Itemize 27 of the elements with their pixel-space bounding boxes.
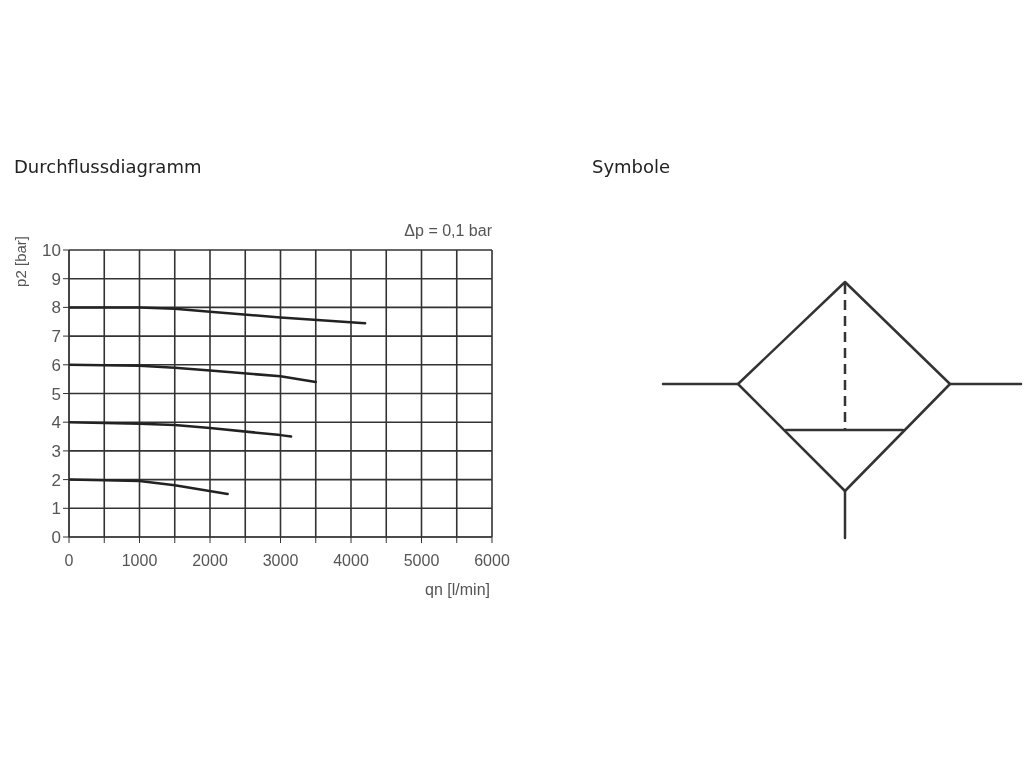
y-tick-label: 1 xyxy=(51,499,61,519)
line-series xyxy=(69,478,229,496)
x-tick-label: 1000 xyxy=(121,552,158,570)
y-tick-label: 2 xyxy=(51,470,61,490)
y-tick-label: 7 xyxy=(51,327,61,347)
y-axis-title: p2 [bar] xyxy=(12,236,29,287)
y-tick-label: 3 xyxy=(51,441,61,461)
line-series xyxy=(69,420,293,438)
y-tick-label: 8 xyxy=(51,298,61,318)
text: Symbole xyxy=(592,156,671,177)
x-axis-title: qn [l/min] xyxy=(425,581,490,598)
y-tick-label: 4 xyxy=(51,413,61,433)
y-tick-label: 6 xyxy=(51,355,61,375)
line-series xyxy=(69,306,367,325)
y-tick-label: 5 xyxy=(51,384,61,404)
x-tick-label: 3000 xyxy=(262,552,299,570)
x-tick-label: 6000 xyxy=(474,552,510,570)
y-tick-label: 9 xyxy=(51,269,61,289)
x-tick-label: 4000 xyxy=(333,552,369,570)
x-tick-label: 0 xyxy=(64,552,74,570)
x-tick-label: 2000 xyxy=(192,552,228,570)
x-tick-label: 5000 xyxy=(403,552,440,570)
y-tick-label: 10 xyxy=(42,241,61,261)
line-series xyxy=(69,363,317,384)
text: Δp = 0,1 bar xyxy=(404,222,492,240)
y-tick-label: 0 xyxy=(51,528,61,548)
chart-title: Durchflussdiagramm xyxy=(14,156,202,177)
